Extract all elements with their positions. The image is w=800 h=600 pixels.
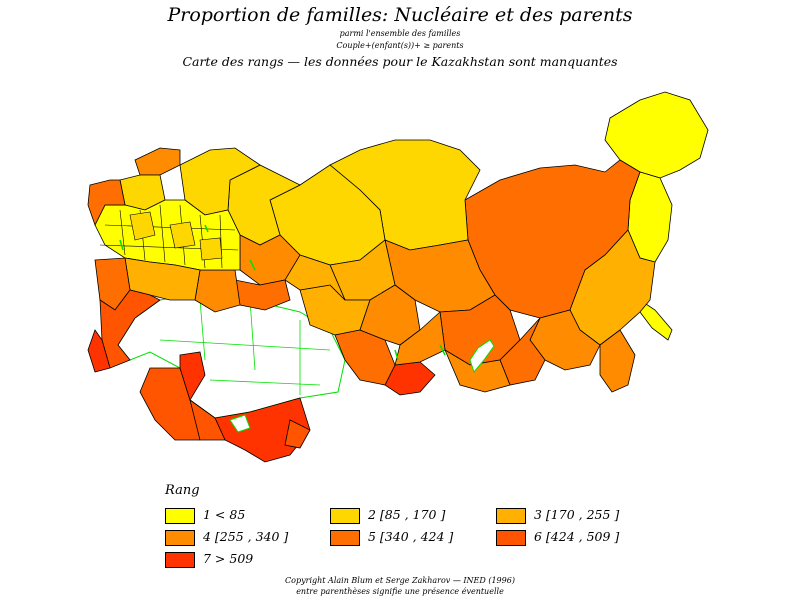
map-subtitle-1: parmi l'ensemble des familles [339, 29, 461, 38]
lake-baikal [469, 339, 495, 374]
map-subtitle-3: Carte des rangs — les données pour le Ka… [182, 54, 618, 69]
region-chelyabinsk [234, 279, 291, 311]
legend-label: 7 > 509 [203, 551, 254, 566]
region-murmansk [134, 147, 181, 176]
region-central-gold [129, 211, 223, 261]
legend-label: 1 < 85 [203, 507, 246, 522]
legend-swatch [165, 508, 195, 524]
lakes-outline [119, 224, 446, 361]
legend-swatch [165, 530, 195, 546]
legend-swatch [496, 508, 526, 524]
region-central-asia [214, 397, 311, 463]
legend-label: 5 [340 , 424 ] [368, 529, 454, 544]
legend-label: 4 [255 , 340 ] [203, 529, 289, 544]
region-moldova [87, 329, 111, 373]
lake-aral-outline [229, 414, 251, 433]
legend-title: Rang [165, 483, 200, 498]
region-primorye [599, 329, 636, 393]
legend-swatch [165, 552, 195, 568]
region-caspian-west [179, 351, 206, 401]
legend-label: 2 [85 , 170 ] [368, 507, 446, 522]
legend-label: 6 [424 , 509 ] [534, 529, 620, 544]
region-kyrgyzstan [284, 419, 311, 449]
region-far-east-north [604, 91, 709, 179]
region-west-orange [87, 179, 126, 227]
legend-swatch [496, 530, 526, 546]
map-title: Proportion de familles: Nucléaire et des… [167, 4, 633, 26]
legend-swatch [330, 530, 360, 546]
region-chita [499, 317, 546, 386]
region-khakassia [394, 311, 446, 366]
region-buryatia [444, 349, 511, 393]
kazakhstan-inner-borders [159, 299, 331, 395]
legend-swatch [330, 508, 360, 524]
region-omsk [279, 254, 346, 301]
footnote: entre parenthèses signifie une présence … [296, 587, 504, 596]
copyright-footer: Copyright Alain Blum et Serge Zakharov —… [285, 576, 515, 585]
region-khabarovsk [569, 229, 656, 346]
region-turkmenistan [189, 399, 226, 441]
map-subtitle-2: Couple+(enfant(s))+ ≥ parents [336, 41, 464, 50]
legend-label: 3 [170 , 255 ] [534, 507, 620, 522]
region-sverdlovsk [239, 234, 301, 286]
